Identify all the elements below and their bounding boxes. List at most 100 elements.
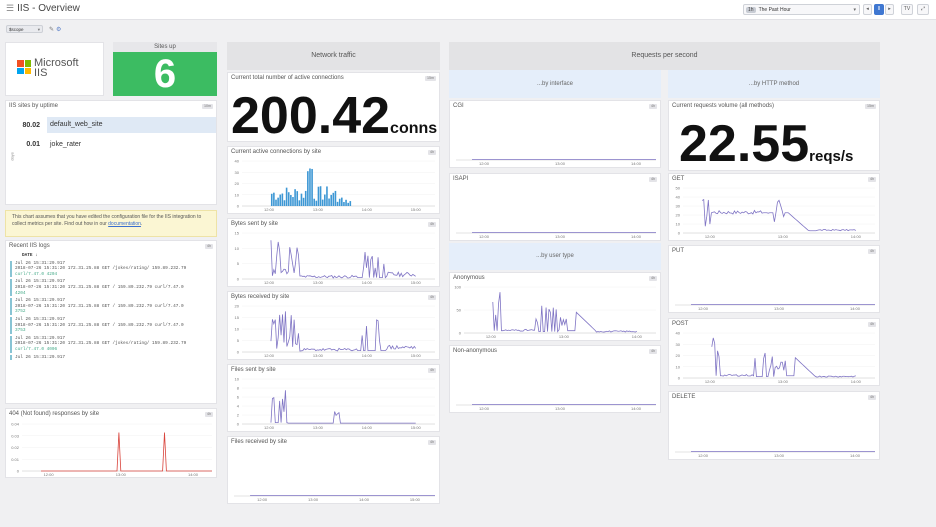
bar <box>309 168 311 206</box>
conn-site-chart[interactable]: 40 30 20 10 0 12:00 13:00 14:00 15:00 <box>228 157 439 213</box>
log-message: 2018-07-26 15:31:20 172.31.25.88 GET / 1… <box>15 322 184 328</box>
bytes-recv-chart[interactable]: 20 15 10 5 0 12:00 13:00 14:00 15:00 <box>228 302 439 359</box>
y-tick-label: 40 <box>676 331 681 336</box>
widget-title: Anonymous <box>453 275 485 281</box>
log-entry[interactable]: Jul 26 15:31:29.917 2018-07-26 15:31:20 1… <box>10 316 186 334</box>
x-tick-label: 14:00 <box>362 207 373 212</box>
bar <box>343 202 345 206</box>
back-button[interactable]: ◂ <box>863 4 872 15</box>
edit-icon[interactable]: ✎ <box>49 27 55 33</box>
x-tick-label: 13:00 <box>559 334 570 339</box>
x-tick-label: 12:00 <box>705 379 716 384</box>
pause-button[interactable]: II <box>874 4 884 15</box>
log-message: 3753 <box>15 328 26 334</box>
uptime-row[interactable]: 0.01 joke_rater <box>14 141 81 148</box>
network-traffic-header: Network traffic <box>227 42 440 70</box>
bytes-sent-chart[interactable]: 15 10 5 0 12:00 13:00 14:00 15:00 <box>228 229 439 286</box>
anon-chart[interactable]: 100 50 0 12:00 13:00 14:00 <box>450 283 660 340</box>
timeframe-badge: 4h <box>428 440 436 445</box>
y-tick-label: 6 <box>237 395 240 400</box>
log-entry-marker <box>10 279 12 297</box>
widget-title: 404 (Not found) responses by site <box>9 411 100 417</box>
template-variable-select[interactable]: $scope ▾ <box>6 25 43 33</box>
put-widget: PUT 4h 12:00 13:00 14:00 <box>668 245 880 313</box>
x-tick-label: 13:00 <box>774 306 785 311</box>
widget-title: Bytes received by site <box>231 294 290 300</box>
chevron-down-icon: ▾ <box>37 27 40 32</box>
isapi-chart[interactable]: 12:00 13:00 14:00 <box>450 184 660 240</box>
uptime-row[interactable]: 80.02 default_web_site <box>14 117 216 133</box>
widget-title: Current active connections by site <box>231 149 322 155</box>
timeframe-badge: 4h <box>649 104 657 109</box>
log-timestamp: Jul 26 15:31:29.917 <box>15 354 66 360</box>
y-tick-label: 5 <box>237 261 240 266</box>
series-line <box>270 240 416 279</box>
log-timestamp: Jul 26 15:31:29.917 <box>15 316 66 322</box>
log-list: DATE ↓ Jul 26 15:31:29.917 2018-07-26 15:… <box>10 253 186 361</box>
bar <box>341 197 343 206</box>
timeframe-badge: 4h <box>649 177 657 182</box>
note-text: This chart assumes that you have edited … <box>12 214 202 227</box>
timeframe-badge: 4h <box>868 322 876 327</box>
conn-site-widget: Current active connections by site 4h 40 30… <box>227 146 440 214</box>
note-end: . <box>140 221 143 227</box>
get-chart[interactable]: 50 40 30 20 10 0 12:00 13:00 14:00 <box>669 184 879 240</box>
y-tick-label: 40 <box>235 159 240 164</box>
files-recv-chart[interactable]: 12:00 13:00 14:00 15:00 <box>228 447 439 503</box>
sites-up-label: Sites up <box>113 42 217 52</box>
put-chart[interactable]: 12:00 13:00 14:00 <box>669 256 879 312</box>
by-user-header: ...by user type <box>449 243 661 270</box>
x-tick-label: 12:00 <box>479 234 490 239</box>
y-tick-label: 10 <box>235 377 240 382</box>
get-widget: GET 4h 50 40 30 20 10 0 12:00 13:00 14:00 <box>668 173 880 241</box>
bar <box>296 191 299 206</box>
x-tick-label: 13:00 <box>116 472 127 477</box>
bar <box>319 186 322 206</box>
x-tick-label: 14:00 <box>359 497 370 502</box>
x-tick-label: 13:00 <box>778 234 789 239</box>
cgi-chart[interactable]: 12:00 13:00 14:00 <box>450 111 660 167</box>
gear-icon[interactable]: ⚙ <box>56 27 62 33</box>
date-column-header[interactable]: DATE ↓ <box>22 253 38 258</box>
nonanon-widget: Non-anonymous 4h 12:00 13:00 14:00 <box>449 345 661 413</box>
log-timestamp: Jul 26 15:31:29.917 <box>15 335 66 341</box>
timeframe-badge: 4h <box>868 177 876 182</box>
y-tick-label: 30 <box>676 342 681 347</box>
timeframe-badge: 4h <box>649 349 657 354</box>
x-tick-label: 15:00 <box>410 497 421 502</box>
series-line <box>41 432 212 472</box>
log-entry[interactable]: Jul 26 15:31:29.917 2018-07-26 15:31:20 1… <box>10 279 186 297</box>
x-tick-label: 12:00 <box>264 425 275 430</box>
bar <box>328 198 330 206</box>
log-entry[interactable]: Jul 26 15:31:29.917 <box>10 354 186 361</box>
nonanon-chart[interactable]: 12:00 13:00 14:00 <box>450 356 660 412</box>
bytes-recv-widget: Bytes received by site 4h 20 15 10 5 0 12:00 13:… <box>227 291 440 360</box>
forward-button[interactable]: ▸ <box>885 4 894 15</box>
logo-text: Microsoft IIS <box>34 58 79 79</box>
y-tick-label: 50 <box>457 308 462 313</box>
documentation-link[interactable]: documentation <box>108 221 141 227</box>
log-entry[interactable]: Jul 26 15:31:29.917 2018-07-26 15:31:20 1… <box>10 335 186 353</box>
requests-header: Requests per second <box>449 42 880 70</box>
bar <box>311 168 313 206</box>
delete-chart[interactable]: 12:00 13:00 14:00 <box>669 402 879 459</box>
widget-title: Files sent by site <box>231 367 276 373</box>
dashboard-title-text: IIS - Overview <box>17 3 80 14</box>
dashboard-title: ☰ IIS - Overview <box>6 3 80 14</box>
fullscreen-button[interactable]: ⤢ <box>917 4 929 15</box>
not-found-chart[interactable]: 0.04 0.03 0.02 0.01 0 12:00 13:00 14:00 <box>6 420 216 478</box>
log-entry[interactable]: Jul 26 15:31:29.917 2018-07-26 15:31:20 1… <box>10 298 186 315</box>
cgi-widget: CGI 4h 12:00 13:00 14:00 <box>449 100 661 168</box>
timeframe-selector[interactable]: 1h The Past Hour ▾ <box>743 4 860 15</box>
y-tick-label: 100 <box>454 285 461 290</box>
files-sent-chart[interactable]: 10 8 6 4 2 0 12:00 13:00 14:00 15:00 <box>228 375 439 431</box>
y-tick-label: 10 <box>235 327 240 332</box>
site-name: default_web_site <box>47 117 216 133</box>
tv-mode-button[interactable]: TV <box>901 4 913 15</box>
log-entry[interactable]: Jul 26 15:31:29.917 2018-07-26 15:31:20 1… <box>10 260 186 278</box>
microsoft-logo-icon <box>17 60 31 74</box>
post-chart[interactable]: 40 30 20 10 0 12:00 13:00 14:00 <box>669 329 879 385</box>
log-message: 3752 <box>15 309 26 315</box>
y-tick-label: 30 <box>676 204 681 209</box>
x-tick-label: 14:00 <box>188 472 199 477</box>
